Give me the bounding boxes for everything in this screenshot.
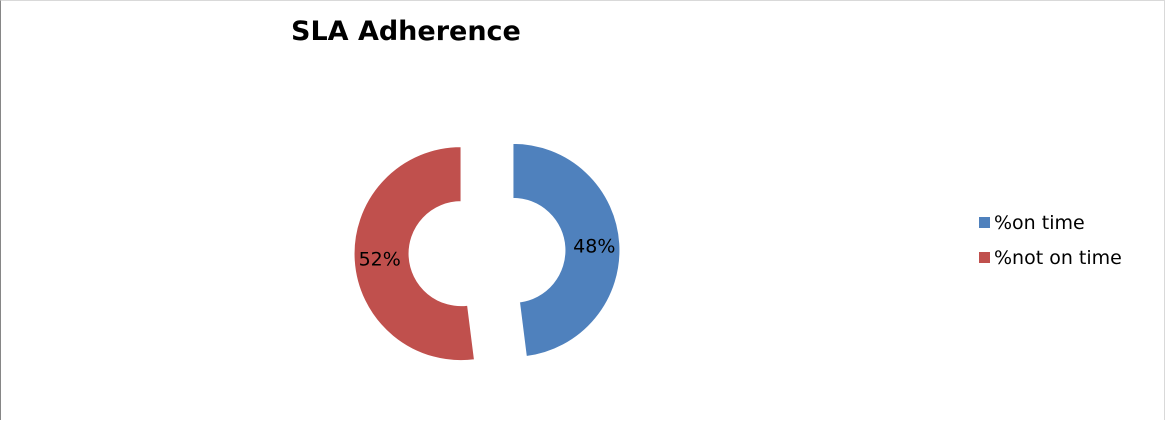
legend-label-not-on-time: %not on time: [994, 246, 1122, 269]
chart-title: SLA Adherence: [291, 16, 521, 47]
legend-label-on-time: %on time: [994, 211, 1085, 234]
slice-not-on-time: [353, 146, 476, 362]
data-label-not-on-time: 52%: [359, 249, 401, 271]
legend: %on time %not on time: [979, 205, 1122, 275]
legend-item-on-time: %on time: [979, 205, 1122, 240]
legend-swatch-not-on-time: [979, 252, 990, 263]
data-label-on-time: 48%: [573, 235, 615, 257]
legend-swatch-on-time: [979, 217, 990, 228]
slice-on-time: [512, 142, 621, 358]
legend-item-not-on-time: %not on time: [979, 240, 1122, 275]
